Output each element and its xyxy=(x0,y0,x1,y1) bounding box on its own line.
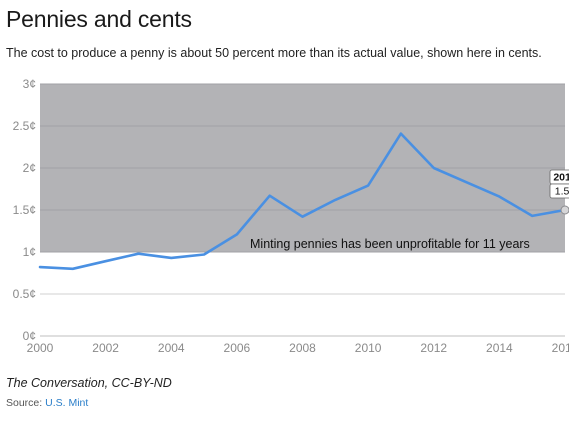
data-point xyxy=(531,215,533,217)
data-point xyxy=(104,260,106,262)
x-tick-label: 2004 xyxy=(158,341,185,355)
x-tick-label: 2014 xyxy=(486,341,513,355)
source-prefix: Source: xyxy=(6,397,46,409)
data-point xyxy=(465,181,467,183)
callout-marker xyxy=(560,205,569,215)
y-tick-label: 2.5¢ xyxy=(13,119,36,133)
source-line: Source: U.S. Mint xyxy=(6,397,88,409)
data-point xyxy=(498,195,500,197)
y-tick-label: 0.5¢ xyxy=(13,287,36,301)
x-tick-label: 2012 xyxy=(420,341,447,355)
y-tick-label: 1¢ xyxy=(23,245,36,259)
x-tick-label: 2000 xyxy=(27,341,54,355)
y-tick-label: 3¢ xyxy=(23,77,36,91)
x-tick-label: 2016 xyxy=(552,341,569,355)
data-point xyxy=(433,167,435,169)
callout-value: 1.5¢ xyxy=(555,186,569,198)
annotation-text: Minting pennies has been unprofitable fo… xyxy=(250,237,530,251)
source-link[interactable]: U.S. Mint xyxy=(45,397,89,409)
y-tick-label: 1.5¢ xyxy=(13,203,36,217)
data-point xyxy=(39,266,41,268)
credit-line: The Conversation, CC-BY-ND xyxy=(6,376,172,390)
data-point xyxy=(137,252,139,254)
chart-title: Pennies and cents xyxy=(6,6,192,32)
data-point xyxy=(170,257,172,259)
callout-value-box xyxy=(549,183,569,199)
data-point xyxy=(367,184,369,186)
y-tick-label: 2¢ xyxy=(23,161,36,175)
data-point xyxy=(72,268,74,270)
callout-year: 2016 xyxy=(553,172,569,184)
chart-subtitle: The cost to produce a penny is about 50 … xyxy=(6,46,542,60)
series-line xyxy=(38,132,567,271)
x-tick-label: 2006 xyxy=(224,341,251,355)
data-point xyxy=(301,216,303,218)
data-point xyxy=(236,233,238,235)
data-point xyxy=(334,199,336,201)
x-tick-label: 2008 xyxy=(289,341,316,355)
x-tick-label: 2002 xyxy=(92,341,119,355)
data-point xyxy=(400,132,402,134)
y-tick-label: 0¢ xyxy=(23,329,36,343)
line-chart: 0¢ 0.5¢ 1¢ 1.5¢ 2¢ 2.5¢ 3¢ 2000 2002 2004 2006 2008… xyxy=(13,77,569,355)
x-tick-label: 2010 xyxy=(355,341,382,355)
data-point xyxy=(203,253,205,255)
data-point xyxy=(268,195,270,197)
